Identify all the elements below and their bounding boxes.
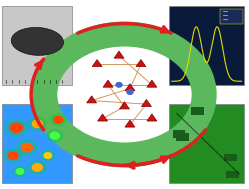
Circle shape [28,161,46,174]
FancyBboxPatch shape [220,9,243,24]
Polygon shape [120,102,129,109]
FancyBboxPatch shape [228,122,241,130]
FancyBboxPatch shape [2,6,72,85]
Circle shape [44,153,52,158]
Polygon shape [136,60,146,67]
Circle shape [50,114,66,126]
Circle shape [21,143,32,152]
FancyBboxPatch shape [2,104,72,183]
FancyBboxPatch shape [169,104,244,183]
Circle shape [5,119,28,136]
Circle shape [13,166,27,177]
Polygon shape [147,80,157,87]
Circle shape [47,130,63,142]
FancyBboxPatch shape [196,148,209,156]
Polygon shape [87,96,97,103]
Polygon shape [125,84,135,91]
Circle shape [54,116,63,123]
FancyBboxPatch shape [191,120,203,128]
Circle shape [32,120,42,128]
Polygon shape [98,114,108,121]
Circle shape [127,90,133,94]
Circle shape [32,164,42,171]
Polygon shape [141,99,151,107]
Circle shape [8,152,18,159]
Ellipse shape [11,27,63,55]
FancyBboxPatch shape [192,152,205,160]
Circle shape [16,169,24,174]
Circle shape [116,83,122,87]
Polygon shape [125,120,135,127]
Circle shape [41,150,55,161]
FancyBboxPatch shape [217,155,229,162]
Circle shape [28,117,46,131]
Polygon shape [92,60,102,67]
FancyBboxPatch shape [169,6,244,85]
Circle shape [10,123,23,132]
Polygon shape [103,80,113,87]
Circle shape [50,132,59,139]
Circle shape [4,149,22,162]
Polygon shape [147,114,157,121]
Polygon shape [114,51,124,58]
Circle shape [17,140,37,155]
